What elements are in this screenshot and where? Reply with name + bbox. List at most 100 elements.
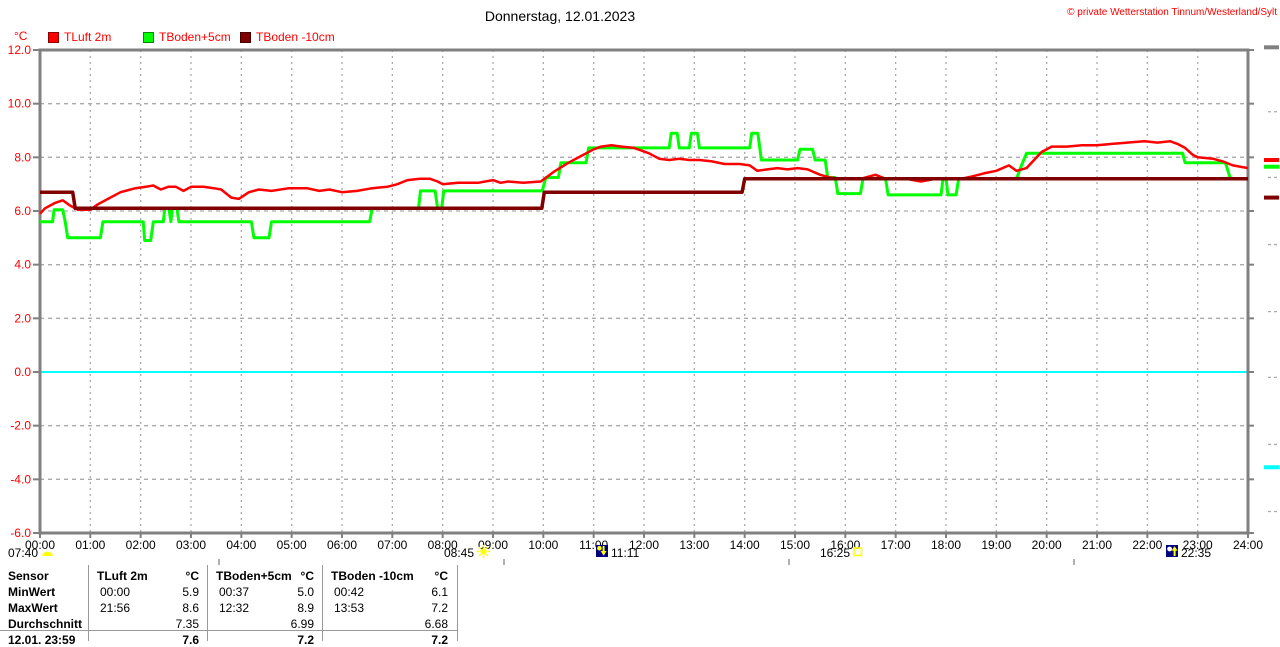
x-axis-label: 19:00 xyxy=(981,538,1011,552)
max-time: 12:32 xyxy=(219,601,250,615)
min-value: 5.9 xyxy=(182,585,199,599)
x-axis-label: 21:00 xyxy=(1082,538,1112,552)
x-axis-label: 24:00 xyxy=(1233,538,1263,552)
astro-event-moonrise: 22:35 xyxy=(1166,545,1212,560)
lower-pane-tick xyxy=(788,559,790,565)
table-divider xyxy=(457,565,458,641)
x-axis-label: 05:00 xyxy=(277,538,307,552)
x-axis-label: 15:00 xyxy=(780,538,810,552)
min-value: 5.0 xyxy=(297,585,314,599)
series-tboden-10cm xyxy=(40,177,1248,211)
max-value: 8.6 xyxy=(182,601,199,615)
astro-event-sunrise: 08:45 xyxy=(444,544,491,561)
page-title: Donnerstag, 12.01.2023 xyxy=(484,8,636,24)
x-axis-label: 01:00 xyxy=(75,538,105,552)
x-axis-label: 18:00 xyxy=(931,538,961,552)
col-header: TBoden -10cm xyxy=(331,569,414,583)
sunrise-time: 08:45 xyxy=(444,545,475,560)
dawn-icon xyxy=(41,546,54,560)
sunset-time: 16:25 xyxy=(820,545,851,560)
x-axis-label: 02:00 xyxy=(126,538,156,552)
astro-event-dawn: 07:40 xyxy=(8,545,54,560)
sunset-icon xyxy=(853,546,863,560)
legend-label: TBoden -10cm xyxy=(256,30,335,44)
x-axis-label: 14:00 xyxy=(730,538,760,552)
series-tluft-2m xyxy=(39,139,1249,215)
last-value: 7.6 xyxy=(182,633,199,647)
y-axis-label: 8.0 xyxy=(14,150,31,164)
y-axis-label: -6.0 xyxy=(10,526,31,540)
min-time: 00:00 xyxy=(100,585,131,599)
y-axis-label: 12.0 xyxy=(8,43,32,57)
col-unit: °C xyxy=(434,569,448,583)
x-axis-label: 03:00 xyxy=(176,538,206,552)
min-time: 00:37 xyxy=(219,585,250,599)
moonset-icon xyxy=(596,545,608,560)
row-label-durchschnitt: Durchschnitt xyxy=(8,617,83,631)
legend-swatch-green xyxy=(143,31,154,43)
legend-item-tluft: TLuft 2m xyxy=(48,30,112,44)
x-axis-label: 20:00 xyxy=(1032,538,1062,552)
row-label-last: 12.01. 23:59 xyxy=(8,633,76,647)
moonrise-time: 22:35 xyxy=(1181,545,1212,560)
min-value: 6.1 xyxy=(431,585,448,599)
table-divider xyxy=(0,630,458,631)
legend-label: TBoden+5cm xyxy=(159,30,231,44)
last-value: 7.2 xyxy=(431,633,448,647)
x-axis-label: 13:00 xyxy=(679,538,709,552)
x-axis-label: 23:00 xyxy=(1183,538,1213,552)
x-axis-label: 00:00 xyxy=(25,538,55,552)
y-axis-label: 4.0 xyxy=(14,258,31,272)
min-time: 00:42 xyxy=(334,585,365,599)
x-axis-label: 12:00 xyxy=(629,538,659,552)
col-header-sensor: Sensor xyxy=(8,569,49,583)
x-axis-label: 04:00 xyxy=(226,538,256,552)
series-tboden-5cm xyxy=(40,131,1248,242)
x-axis-label: 08:00 xyxy=(428,538,458,552)
max-time: 21:56 xyxy=(100,601,131,615)
copyright-text: © private Wetterstation Tinnum/Westerlan… xyxy=(1067,7,1277,18)
x-axis-label: 16:00 xyxy=(830,538,860,552)
avg-value: 6.99 xyxy=(290,617,314,631)
y-axis-label: 0.0 xyxy=(14,365,31,379)
y-axis-unit-label: °C xyxy=(14,29,28,43)
x-axis-label: 07:00 xyxy=(377,538,407,552)
x-axis-label: 09:00 xyxy=(478,538,508,552)
astro-event-moonset: 11:11 xyxy=(596,545,639,560)
lower-pane-tick xyxy=(503,559,505,565)
y-axis-label: 10.0 xyxy=(8,97,32,111)
avg-value: 7.35 xyxy=(175,617,199,631)
col-header: TLuft 2m xyxy=(97,569,148,583)
moonrise-icon xyxy=(1166,545,1178,560)
table-divider xyxy=(88,565,89,641)
col-header: TBoden+5cm xyxy=(216,569,292,583)
max-value: 7.2 xyxy=(431,601,448,615)
sunrise-icon xyxy=(477,544,491,561)
row-label-minwert: MinWert xyxy=(8,585,56,599)
y-axis-label: -4.0 xyxy=(10,472,31,486)
table-divider xyxy=(322,565,323,641)
x-axis-label: 10:00 xyxy=(528,538,558,552)
legend-label: TLuft 2m xyxy=(64,30,112,44)
legend-item-tboden10: TBoden -10cm xyxy=(240,30,335,44)
max-value: 8.9 xyxy=(297,601,314,615)
legend-swatch-red xyxy=(48,31,59,43)
dawn-time: 07:40 xyxy=(8,545,39,560)
x-axis-label: 22:00 xyxy=(1132,538,1162,552)
legend-item-tboden5: TBoden+5cm xyxy=(143,30,231,44)
y-axis-label: 6.0 xyxy=(14,204,31,218)
max-time: 13:53 xyxy=(334,601,365,615)
astro-event-sunset: 16:25 xyxy=(820,545,863,560)
col-unit: °C xyxy=(300,569,314,583)
stats-table: Sensor TLuft 2m °C TBoden+5cm °C TBoden … xyxy=(0,565,458,647)
col-unit: °C xyxy=(185,569,199,583)
x-axis-label: 06:00 xyxy=(327,538,357,552)
lower-pane-tick xyxy=(218,559,220,565)
table-divider xyxy=(207,565,208,641)
last-value: 7.2 xyxy=(297,633,314,647)
y-axis-label: 2.0 xyxy=(14,311,31,325)
legend-swatch-maroon xyxy=(240,31,251,43)
row-label-maxwert: MaxWert xyxy=(8,601,58,615)
